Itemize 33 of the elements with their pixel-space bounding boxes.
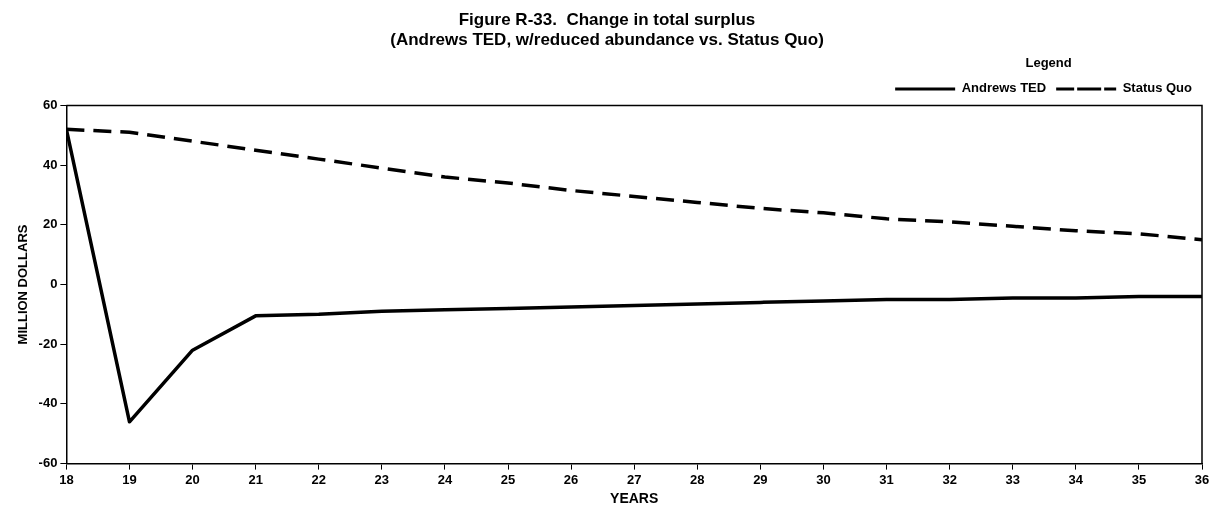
y-tick-label: -60: [38, 455, 58, 471]
x-tick-label: 23: [374, 471, 390, 487]
x-tick-label: 25: [500, 471, 516, 487]
x-tick-label: 26: [563, 471, 579, 487]
text: Figure R-33. Change in total surplus: [458, 9, 756, 29]
text: (Andrews TED, w/reduced abundance vs. Status Quo): [390, 30, 824, 50]
x-tick-label: 30: [816, 471, 831, 487]
legend-label: Andrews TED: [961, 80, 1047, 96]
y-tick-label: 60: [42, 96, 58, 112]
x-tick-label: 31: [879, 471, 894, 487]
y-axis-title: MILLION DOLLARS: [15, 224, 31, 345]
y-tick-label: 0: [50, 276, 58, 292]
y-tick-label: 40: [42, 156, 58, 172]
x-tick-label: 24: [437, 471, 453, 487]
legend-label: Status Quo: [1122, 80, 1193, 96]
y-tick-label: -40: [38, 395, 58, 411]
x-tick-label: 21: [248, 471, 263, 487]
x-tick-label: 28: [690, 471, 705, 487]
x-axis-title: YEARS: [610, 490, 659, 507]
y-tick-label: 20: [42, 216, 58, 232]
x-tick-label: 19: [122, 471, 137, 487]
x-tick-label: 35: [1131, 471, 1147, 487]
x-tick-label: 36: [1194, 471, 1210, 487]
x-tick-label: 18: [59, 471, 74, 487]
x-tick-label: 22: [311, 471, 326, 487]
y-tick-label: -20: [38, 335, 58, 351]
x-tick-label: 20: [185, 471, 200, 487]
legend-title: Legend: [1025, 54, 1072, 70]
x-tick-label: 34: [1068, 471, 1084, 487]
x-tick-label: 33: [1005, 471, 1020, 487]
x-tick-label: 27: [626, 471, 642, 487]
x-tick-label: 32: [942, 471, 957, 487]
x-tick-label: 29: [753, 471, 768, 487]
